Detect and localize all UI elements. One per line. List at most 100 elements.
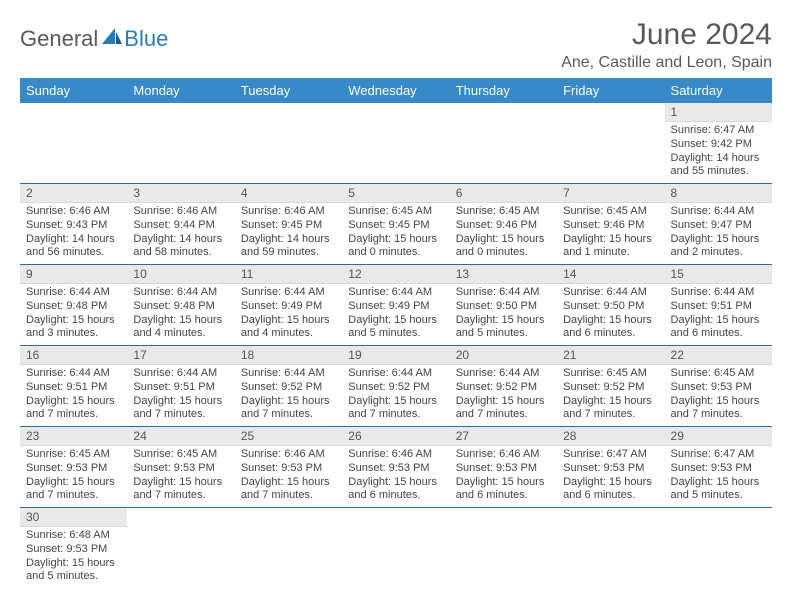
calendar-day-cell: 23Sunrise: 6:45 AMSunset: 9:53 PMDayligh…	[20, 427, 127, 508]
day-detail-line: and 5 minutes.	[348, 327, 443, 341]
day-detail-line: Sunrise: 6:44 AM	[133, 286, 228, 300]
day-details: Sunrise: 6:44 AMSunset: 9:50 PMDaylight:…	[557, 284, 664, 345]
day-detail-line: Sunrise: 6:46 AM	[133, 205, 228, 219]
calendar-day-cell: 5Sunrise: 6:45 AMSunset: 9:45 PMDaylight…	[342, 184, 449, 265]
day-detail-line: Daylight: 15 hours	[133, 314, 228, 328]
day-detail-line: Daylight: 15 hours	[671, 233, 766, 247]
day-detail-line: Sunset: 9:50 PM	[456, 300, 551, 314]
location-subtitle: Ane, Castille and Leon, Spain	[561, 54, 772, 72]
brand-name-2: Blue	[124, 26, 168, 52]
day-detail-line: and 7 minutes.	[133, 489, 228, 503]
calendar-day-cell: ..	[127, 508, 234, 589]
day-number: 18	[235, 346, 342, 365]
day-number: 2	[20, 184, 127, 203]
day-number: 8	[665, 184, 772, 203]
day-details: Sunrise: 6:45 AMSunset: 9:53 PMDaylight:…	[127, 446, 234, 507]
day-details: Sunrise: 6:44 AMSunset: 9:52 PMDaylight:…	[450, 365, 557, 426]
day-detail-line: Daylight: 14 hours	[26, 233, 121, 247]
day-detail-line: Sunrise: 6:44 AM	[348, 286, 443, 300]
day-details: Sunrise: 6:46 AMSunset: 9:53 PMDaylight:…	[342, 446, 449, 507]
day-detail-line: Daylight: 15 hours	[563, 395, 658, 409]
day-detail-line: Daylight: 14 hours	[241, 233, 336, 247]
day-number: 16	[20, 346, 127, 365]
day-number: 10	[127, 265, 234, 284]
day-detail-line: Daylight: 15 hours	[671, 395, 766, 409]
calendar-day-cell: 13Sunrise: 6:44 AMSunset: 9:50 PMDayligh…	[450, 265, 557, 346]
day-detail-line: Daylight: 14 hours	[133, 233, 228, 247]
calendar-header-row: SundayMondayTuesdayWednesdayThursdayFrid…	[20, 78, 772, 103]
day-detail-line: Sunrise: 6:45 AM	[348, 205, 443, 219]
calendar-day-cell: 29Sunrise: 6:47 AMSunset: 9:53 PMDayligh…	[665, 427, 772, 508]
calendar-table: SundayMondayTuesdayWednesdayThursdayFrid…	[20, 78, 772, 588]
day-number: 21	[557, 346, 664, 365]
day-number: 22	[665, 346, 772, 365]
day-detail-line: Sunset: 9:52 PM	[348, 381, 443, 395]
day-details: Sunrise: 6:46 AMSunset: 9:44 PMDaylight:…	[127, 203, 234, 264]
day-detail-line: Sunrise: 6:44 AM	[133, 367, 228, 381]
day-number: 20	[450, 346, 557, 365]
calendar-day-cell: 2Sunrise: 6:46 AMSunset: 9:43 PMDaylight…	[20, 184, 127, 265]
day-detail-line: Sunrise: 6:44 AM	[671, 205, 766, 219]
day-detail-line: Sunrise: 6:44 AM	[563, 286, 658, 300]
day-detail-line: Sunrise: 6:46 AM	[241, 205, 336, 219]
day-detail-line: Daylight: 15 hours	[563, 233, 658, 247]
day-detail-line: Sunrise: 6:44 AM	[456, 367, 551, 381]
day-detail-line: Sunset: 9:46 PM	[456, 219, 551, 233]
day-detail-line: Sunset: 9:53 PM	[563, 462, 658, 476]
calendar-day-cell: 8 Sunrise: 6:44 AMSunset: 9:47 PMDaylight…	[665, 184, 772, 265]
day-details: Sunrise: 6:44 AMSunset: 9:48 PMDaylight:…	[127, 284, 234, 345]
calendar-day-cell: 3Sunrise: 6:46 AMSunset: 9:44 PMDaylight…	[127, 184, 234, 265]
day-detail-line: Daylight: 15 hours	[456, 314, 551, 328]
day-number: 28	[557, 427, 664, 446]
day-number: 5	[342, 184, 449, 203]
day-detail-line: Sunrise: 6:46 AM	[348, 448, 443, 462]
day-detail-line: Sunset: 9:48 PM	[133, 300, 228, 314]
day-detail-line: and 5 minutes.	[671, 489, 766, 503]
day-number: 13	[450, 265, 557, 284]
day-detail-line: and 5 minutes.	[456, 327, 551, 341]
day-number: 3	[127, 184, 234, 203]
day-header: Monday	[127, 78, 234, 103]
day-detail-line: Sunset: 9:52 PM	[241, 381, 336, 395]
day-detail-line: Sunset: 9:53 PM	[26, 543, 121, 557]
day-detail-line: Daylight: 14 hours	[671, 152, 766, 166]
day-number: 19	[342, 346, 449, 365]
day-details: Sunrise: 6:45 AMSunset: 9:46 PMDaylight:…	[557, 203, 664, 264]
day-detail-line: Daylight: 15 hours	[26, 395, 121, 409]
day-detail-line: Sunrise: 6:45 AM	[456, 205, 551, 219]
day-detail-line: and 0 minutes.	[456, 246, 551, 260]
day-detail-line: Sunrise: 6:46 AM	[456, 448, 551, 462]
calendar-day-cell: ..	[127, 103, 234, 184]
day-detail-line: Sunrise: 6:44 AM	[348, 367, 443, 381]
day-detail-line: and 6 minutes.	[671, 327, 766, 341]
day-detail-line: and 4 minutes.	[133, 327, 228, 341]
day-details: Sunrise: 6:47 AMSunset: 9:53 PMDaylight:…	[665, 446, 772, 507]
day-number: 12	[342, 265, 449, 284]
day-detail-line: Sunrise: 6:45 AM	[563, 205, 658, 219]
day-detail-line: Sunset: 9:47 PM	[671, 219, 766, 233]
calendar-day-cell: ..	[235, 103, 342, 184]
day-detail-line: Sunset: 9:45 PM	[241, 219, 336, 233]
day-detail-line: Sunrise: 6:44 AM	[671, 286, 766, 300]
brand-sail-icon	[102, 28, 122, 51]
day-detail-line: Daylight: 15 hours	[671, 314, 766, 328]
day-details: Sunrise: 6:47 AMSunset: 9:42 PMDaylight:…	[665, 122, 772, 183]
day-detail-line: Daylight: 15 hours	[456, 395, 551, 409]
day-detail-line: Sunset: 9:50 PM	[563, 300, 658, 314]
calendar-day-cell: 4Sunrise: 6:46 AMSunset: 9:45 PMDaylight…	[235, 184, 342, 265]
day-detail-line: Daylight: 15 hours	[456, 476, 551, 490]
day-detail-line: Daylight: 15 hours	[26, 476, 121, 490]
calendar-day-cell: 30Sunrise: 6:48 AMSunset: 9:53 PMDayligh…	[20, 508, 127, 589]
day-detail-line: and 55 minutes.	[671, 165, 766, 179]
day-detail-line: Daylight: 15 hours	[26, 314, 121, 328]
day-detail-line: Daylight: 15 hours	[348, 314, 443, 328]
day-detail-line: Sunrise: 6:47 AM	[671, 448, 766, 462]
day-detail-line: Sunrise: 6:47 AM	[563, 448, 658, 462]
day-detail-line: Sunset: 9:53 PM	[26, 462, 121, 476]
calendar-day-cell: 12Sunrise: 6:44 AMSunset: 9:49 PMDayligh…	[342, 265, 449, 346]
day-details: Sunrise: 6:45 AMSunset: 9:46 PMDaylight:…	[450, 203, 557, 264]
day-detail-line: Sunrise: 6:45 AM	[26, 448, 121, 462]
calendar-week: 9Sunrise: 6:44 AMSunset: 9:48 PMDaylight…	[20, 265, 772, 346]
calendar-week: 23Sunrise: 6:45 AMSunset: 9:53 PMDayligh…	[20, 427, 772, 508]
day-detail-line: Sunset: 9:51 PM	[133, 381, 228, 395]
